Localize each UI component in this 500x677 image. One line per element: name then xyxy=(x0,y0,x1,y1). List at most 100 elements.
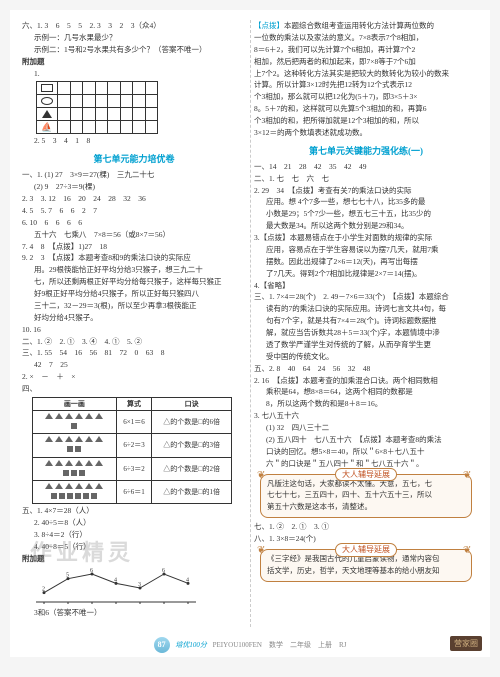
page-footer: 87 培优100分 PEIYOU100FEN 数学 二年级 上册 RJ xyxy=(10,637,490,653)
text-line: 受中国的传统文化。 xyxy=(254,352,478,363)
text-line: 3.【点拨】本题易错点在于小学生对面数的规律的实际 xyxy=(254,233,478,244)
text-line: 五、2. 8 40 64 24 56 32 48 xyxy=(254,364,478,375)
footer-sub: PEIYOU100FEN 数学 二年级 上册 RJ xyxy=(213,641,347,649)
advisor-box: ❦ ❦ 大人辅导延展 《三字经》是我国古代的儿童启蒙读物，通常内容包 括文学，历… xyxy=(260,549,472,582)
bonus-label: 附加题 xyxy=(22,554,246,565)
svg-text:4: 4 xyxy=(186,577,189,583)
boat-icon: ⛵ xyxy=(37,121,58,133)
text-line: 2. 16 【点拨】本题考查的加乘混合口诀。两个相同数相 xyxy=(254,376,478,387)
advisor-title: 大人辅导延展 xyxy=(335,468,397,482)
text-line: 第五十六数是这本书，清整述。 xyxy=(267,502,465,513)
text-line: 好9根正好平均分给4只猴子，所以正好每只猴四八 xyxy=(22,289,246,300)
text-line: 8，所以这两个数的和是8＋8＝16。 xyxy=(254,399,478,410)
table-row: 6÷6＝1 △的个数是□的1倍 xyxy=(33,480,232,503)
text-line: 个3相加的和，把所得加就是12个3相加的和，所以 xyxy=(254,116,478,127)
text-line: 3×12＝的两个数填表述就成功数。 xyxy=(254,128,478,139)
text-line: 应用，容易点在于学生容易误以为摆7几天，就用7乘 xyxy=(254,245,478,256)
text-line: 五、1. 4×7＝28（人） xyxy=(22,506,246,517)
svg-text:5: 5 xyxy=(66,572,69,578)
table-row: 6×1＝6 △的个数是□的6倍 xyxy=(33,411,232,434)
shape-row: ⛵ xyxy=(37,121,157,133)
table-cell: 6÷6＝1 xyxy=(116,480,152,503)
bonus-number: 1. xyxy=(22,69,246,80)
text-line: 8。5＋7的和，这样就可以先算5个3相加的和，再算6 xyxy=(254,104,478,115)
text-line: 句有7个字，就是共有7×4＝28(个)。诗词标题数据推 xyxy=(254,316,478,327)
text-line: 4. 5 5. 7 6 6 2 7 xyxy=(22,206,246,217)
table-cell: △的个数是□的3倍 xyxy=(152,434,232,457)
table-header: 画一画 xyxy=(33,397,117,410)
flourish-icon: ❦ xyxy=(257,544,269,552)
table-cell xyxy=(33,480,117,503)
text-line: 二、1. ② 2. ① 3. ④ 4. ① 5. ② xyxy=(22,337,246,348)
footer-text: 培优100分 xyxy=(175,641,207,649)
table-label: 四、 xyxy=(22,384,246,395)
table-row: 6÷3＝2 △的个数是□的2倍 xyxy=(33,457,232,480)
table-cell xyxy=(33,411,117,434)
oval-icon xyxy=(37,95,58,107)
text-line: 三、1. 7×4＝28(个) 2. 49－7×6＝33(个) 【点拨】本题综合 xyxy=(254,292,478,303)
table-header: 算式 xyxy=(116,397,152,410)
page: 六、1. 3 6 5 5 2. 3 3 2 3（众4） 示例一：几号水果最少？ … xyxy=(10,10,490,657)
svg-text:3: 3 xyxy=(138,582,141,588)
text-line: 3. 七八五十六 xyxy=(254,411,478,422)
stamp: 营家圈 xyxy=(450,636,482,651)
shape-row xyxy=(37,82,157,95)
text-line: 2. 29 34 【点拨】考查有关7的乘法口诀的实际 xyxy=(254,186,478,197)
rect-icon xyxy=(37,82,58,94)
text-line: 相加，然后把两者的和加起来，即7×8等于7个6加 xyxy=(254,57,478,68)
text-line: (1) 32 四八三十二 xyxy=(254,423,478,434)
text-line: 示例二：1号和2号水果共有多少个？（答案不唯一） xyxy=(22,45,246,56)
text-line: 【点拨】【点拨】本题综合数组考查运用转化方法计算两位数的本题综合数组考查运用转化… xyxy=(254,21,478,32)
unit-title: 第七单元关键能力强化练(一) xyxy=(254,145,478,158)
left-column: 六、1. 3 6 5 5 2. 3 3 2 3（众4） 示例一：几号水果最少？ … xyxy=(22,20,246,647)
text-line: 七七十七，三五四十，四十、五十六五十三，所以 xyxy=(267,490,465,501)
text-line: 三十二，32－29＝3(根)，所以至少再拿3根筷能正 xyxy=(22,301,246,312)
text-line: 七，所以还剩两根正好平均分给每只猴子，这样每只猴正 xyxy=(22,277,246,288)
text-line: 好均分给4只猴子。 xyxy=(22,313,246,324)
text-line: 用。29根筷能恰正好平均分给3只猴子，想三九二十 xyxy=(22,265,246,276)
text-line: 计算。所以计算3×12时先把12转为12个式表示12 xyxy=(254,80,478,91)
table-header: 口诀 xyxy=(152,397,232,410)
data-table: 画一画 算式 口诀 6×1＝6 △的个数是□的6倍 6÷2＝3 △的个数是□的3… xyxy=(32,397,232,504)
right-column: 【点拨】【点拨】本题综合数组考查运用转化方法计算两位数的本题综合数组考查运用转化… xyxy=(254,20,478,647)
bonus-label: 附加题 xyxy=(22,57,246,68)
text-line: 个3相加，那么就可以把12化为(5＋7)，即3×5＋3× xyxy=(254,92,478,103)
text-line: (2) 五八四十 七八五十六 【点拨】本题考查8的乘法 xyxy=(254,435,478,446)
text-line: (2) 9 27÷3＝9(棵) xyxy=(22,182,246,193)
text-line: 示例一：几号水果最少？ xyxy=(22,33,246,44)
table-cell: △的个数是□的2倍 xyxy=(152,457,232,480)
text-line: 2. × － ＋ × xyxy=(22,372,246,383)
text-line: 五十六 七乘八 7×8＝56（或8×7＝56） xyxy=(22,230,246,241)
text-line: 应用。想 4个7多一些，想七七十八，比35多的最 xyxy=(254,197,478,208)
text-line: 一、14 21 28 42 35 42 49 xyxy=(254,162,478,173)
shape-row xyxy=(37,95,157,108)
column-divider xyxy=(250,20,251,627)
advisor-title: 大人辅导延展 xyxy=(335,543,397,557)
text-line: 一、1. (1) 27 3×9＝27(棵) 三九二十七 xyxy=(22,170,246,181)
text-line: 42 7 25 xyxy=(22,360,246,371)
text-line: 七、1. ② 2. ① 3. ① xyxy=(254,522,478,533)
text-line: 4.【省略】 xyxy=(254,281,478,292)
text-line: 三、1. 55 54 16 56 81 72 0 63 8 xyxy=(22,348,246,359)
advisor-box: ❦ ❦ 大人辅导延展 凡版注这句话，大家都读不太懂。大意，五七，七 七七十七，三… xyxy=(260,474,472,519)
flourish-icon: ❦ xyxy=(463,469,475,477)
unit-title: 第七单元能力培优卷 xyxy=(22,153,246,166)
text-line: 3. 8÷4＝2（行） xyxy=(22,530,246,541)
table-row: 画一画 算式 口诀 xyxy=(33,397,232,410)
text-line: 一位数的乘法以及家法的意义。7×8表示7个8相加， xyxy=(254,33,478,44)
shape-row xyxy=(37,108,157,121)
text-line: 6. 10 6 6 6 6 xyxy=(22,218,246,229)
shapes-grid: ⛵ xyxy=(36,81,158,134)
triangle-icon xyxy=(37,108,58,120)
text-line: 了7几天。得到2个7相加比规律是2×7＝14(摆)。 xyxy=(254,269,478,280)
text-line: 3和6（答案不唯一） xyxy=(22,608,246,619)
table-cell: 6×1＝6 xyxy=(116,411,152,434)
text-line: 小数是29；5个7少一些，想五七三十五，比35少的 xyxy=(254,209,478,220)
text-line: 2. 40÷5＝8（人） xyxy=(22,518,246,529)
svg-text:6: 6 xyxy=(162,568,165,574)
table-cell: 6÷2＝3 xyxy=(116,434,152,457)
line-chart: 2564364 xyxy=(36,567,196,607)
flourish-icon: ❦ xyxy=(463,544,475,552)
table-cell xyxy=(33,434,117,457)
text-line: 括文学，历史，哲学，天文地理等基本的给小朋友知 xyxy=(267,566,465,577)
